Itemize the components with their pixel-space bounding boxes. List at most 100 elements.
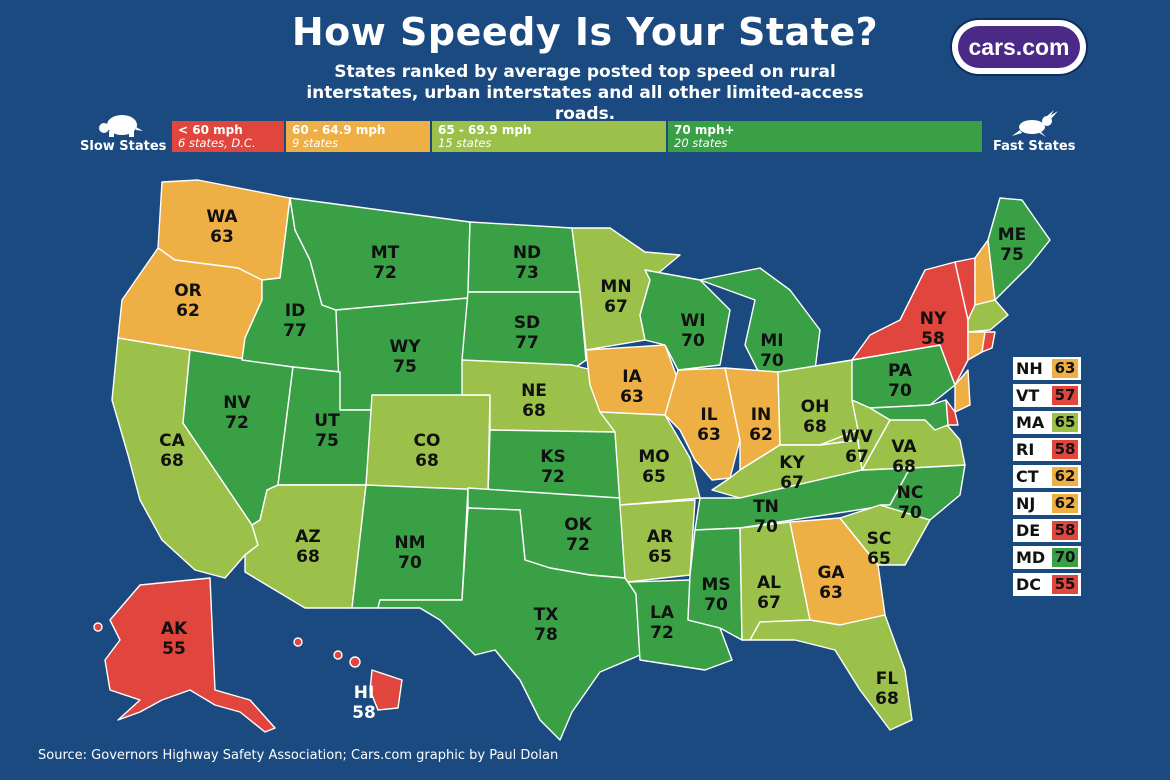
state-abbr-AL: AL — [757, 573, 781, 593]
state-abbr-KS: KS — [540, 447, 565, 467]
state-MD — [869, 399, 949, 431]
state-abbr-HI: HI — [354, 683, 375, 703]
state-abbr-MO: MO — [638, 447, 669, 467]
state-abbr-SD: SD — [514, 313, 540, 333]
state-HI-islands-2 — [333, 650, 343, 660]
state-abbr-WY: WY — [389, 337, 421, 357]
state-abbr-AR: AR — [647, 527, 673, 547]
state-speed-OK: 72 — [566, 535, 590, 555]
state-speed-UT: 75 — [315, 431, 339, 451]
state-speed-OR: 62 — [176, 301, 200, 321]
state-abbr-VA: VA — [891, 437, 917, 457]
logo-text: cars.com — [958, 26, 1080, 68]
state-speed-AK: 55 — [162, 639, 186, 659]
state-speed-ND: 73 — [515, 263, 539, 283]
small-state-row-CT: CT 62 — [1013, 465, 1081, 488]
state-abbr-AZ: AZ — [295, 527, 320, 547]
legend-lightgreen-range: 65 - 69.9 mph — [438, 123, 532, 137]
small-state-speed: 62 — [1052, 494, 1078, 513]
state-speed-NM: 70 — [398, 553, 422, 573]
state-speed-TX: 78 — [534, 625, 558, 645]
legend-orange-count: 9 states — [292, 136, 339, 150]
state-speed-NY: 58 — [921, 329, 945, 349]
slow-states-label: Slow States — [80, 139, 167, 154]
small-state-abbr: NJ — [1016, 494, 1036, 513]
legend-orange-range: 60 - 64.9 mph — [292, 123, 386, 137]
state-abbr-PA: PA — [888, 361, 913, 381]
state-abbr-NY: NY — [920, 309, 947, 329]
state-WI — [639, 269, 731, 371]
state-abbr-GA: GA — [817, 563, 845, 583]
state-abbr-UT: UT — [314, 411, 340, 431]
state-abbr-NC: NC — [897, 483, 924, 503]
small-state-abbr: RI — [1016, 440, 1035, 459]
small-state-speed: 57 — [1052, 386, 1078, 405]
state-abbr-WI: WI — [680, 311, 705, 331]
state-abbr-KY: KY — [779, 453, 805, 473]
state-speed-GA: 63 — [819, 583, 843, 603]
state-speed-MN: 67 — [604, 297, 628, 317]
state-abbr-WV: WV — [841, 427, 874, 447]
legend-green-range: 70 mph+ — [674, 123, 735, 137]
state-speed-AZ: 68 — [296, 547, 320, 567]
small-state-speed: 62 — [1052, 467, 1078, 486]
state-speed-HI: 58 — [352, 703, 376, 723]
small-state-row-RI: RI 58 — [1013, 438, 1081, 461]
small-state-abbr: DC — [1016, 575, 1042, 594]
state-abbr-NE: NE — [521, 381, 547, 401]
small-state-speed: 58 — [1052, 521, 1078, 540]
small-state-row-VT: VT 57 — [1013, 384, 1081, 407]
state-abbr-TN: TN — [753, 497, 779, 517]
legend-orange: 60 - 64.9 mph 9 states — [286, 121, 430, 152]
legend-green: 70 mph+ 20 states — [668, 121, 982, 152]
state-speed-FL: 68 — [875, 689, 899, 709]
small-state-speed: 63 — [1052, 359, 1078, 378]
state-speed-MO: 65 — [642, 467, 666, 487]
page-title: How Speedy Is Your State? — [291, 10, 879, 54]
state-speed-IL: 63 — [697, 425, 721, 445]
state-abbr-ME: ME — [998, 225, 1027, 245]
state-speed-WY: 75 — [393, 357, 417, 377]
legend-lightgreen-count: 15 states — [438, 136, 492, 150]
state-speed-TN: 70 — [754, 517, 778, 537]
state-speed-AR: 65 — [648, 547, 672, 567]
state-abbr-LA: LA — [650, 603, 675, 623]
state-speed-MS: 70 — [704, 595, 728, 615]
small-state-abbr: MA — [1016, 413, 1045, 432]
state-shapes — [93, 179, 1051, 741]
state-speed-CO: 68 — [415, 451, 439, 471]
state-abbr-MT: MT — [371, 243, 400, 263]
small-state-speed: 55 — [1052, 575, 1078, 594]
state-HI — [369, 669, 403, 711]
state-speed-KY: 67 — [780, 473, 804, 493]
state-speed-ID: 77 — [283, 321, 307, 341]
rabbit-icon — [1012, 110, 1058, 137]
state-abbr-SC: SC — [867, 529, 892, 549]
state-SC — [839, 504, 931, 566]
state-speed-WA: 63 — [210, 227, 234, 247]
small-state-row-MA: MA 65 — [1013, 411, 1081, 434]
state-abbr-CO: CO — [414, 431, 441, 451]
state-abbr-MI: MI — [760, 331, 783, 351]
state-NJ — [954, 369, 971, 413]
cars-com-logo: cars.com — [952, 20, 1086, 74]
state-ME — [987, 197, 1051, 301]
small-state-abbr: VT — [1016, 386, 1040, 405]
small-state-row-DC: DC 55 — [1013, 573, 1081, 596]
state-speed-PA: 70 — [888, 381, 912, 401]
small-state-abbr: DE — [1016, 521, 1041, 540]
state-abbr-OK: OK — [564, 515, 592, 535]
state-labels: WA63OR62CA68NV72ID77MT72WY75UT75AZ68NM70… — [159, 207, 1026, 723]
state-speed-SC: 65 — [867, 549, 891, 569]
state-speed-LA: 72 — [650, 623, 674, 643]
small-state-abbr: NH — [1016, 359, 1043, 378]
small-state-row-MD: MD 70 — [1013, 546, 1081, 569]
state-speed-NE: 68 — [522, 401, 546, 421]
legend-green-count: 20 states — [674, 136, 728, 150]
state-speed-NV: 72 — [225, 413, 249, 433]
state-speed-WI: 70 — [681, 331, 705, 351]
state-abbr-ND: ND — [513, 243, 541, 263]
state-speed-WV: 67 — [845, 447, 869, 467]
